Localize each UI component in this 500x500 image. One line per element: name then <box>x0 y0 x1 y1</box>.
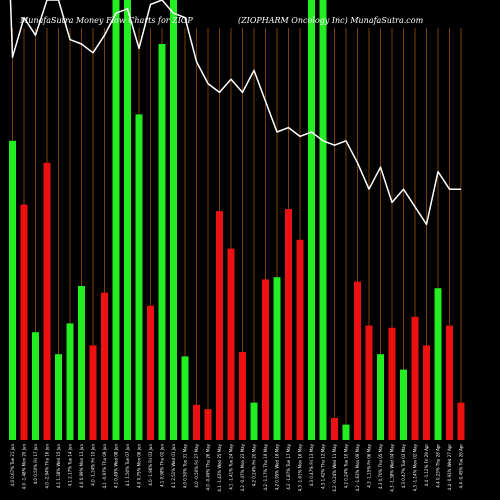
bar-up <box>181 356 189 440</box>
x-tick-label: 4.3 0.47% Tue 03 May <box>401 443 406 488</box>
x-tick-label: 4.0 0.50% Tue 31 May <box>183 443 188 488</box>
bar-up <box>78 286 85 440</box>
bar-up <box>342 424 350 440</box>
bar-up <box>273 277 281 440</box>
bar-down <box>388 327 396 440</box>
x-tick-label: 4.3 -1.15% Fri 06 May <box>367 443 372 487</box>
x-tick-label: 4.0 -1.48% Mon 20 Jun <box>22 444 27 490</box>
bar-up <box>308 0 315 440</box>
x-tick-label: 4.3 -1.61% Mon 16 May <box>298 443 303 491</box>
x-tick-label: 4.0 0.67% Tue 21 Jun <box>10 444 15 487</box>
x-tick-label: 4.2 0.24% Fri 20 May <box>252 443 257 486</box>
x-tick-label: 4.2 0.24% Tue 10 May <box>344 443 349 488</box>
x-tick-label: 4.0 -1.96% Fri 03 Jun <box>148 444 153 486</box>
x-tick-label: 4.3 -1.14% Mon 02 May <box>413 443 418 491</box>
bar-up <box>55 354 62 440</box>
x-tick-label: 4.2 -1.17% Thu 19 May <box>263 443 268 490</box>
bar-down <box>239 352 246 440</box>
bar-up <box>158 44 166 440</box>
bar-up <box>112 0 120 440</box>
bar-down <box>411 316 419 440</box>
x-tick-label: 4.0 0.50% Fri 17 Jun <box>33 444 38 485</box>
x-tick-label: 4.4 0.23% Thu 28 Apr <box>436 444 441 488</box>
x-tick-label: 4.0 -1.24% Fri 10 Jun <box>91 444 96 486</box>
x-tick-label: 4.1 -0.97% Thu 09 Jun <box>102 444 107 489</box>
bar-up <box>9 140 16 441</box>
x-tick-label: 4.1 1.50% Tue 07 Jun <box>125 444 130 487</box>
bar-up <box>377 354 384 440</box>
bar-down <box>446 325 453 440</box>
bar-down <box>457 402 465 440</box>
bar-up <box>434 288 442 440</box>
x-tick-label: 4.4 -0.45% Tue 26 Apr <box>459 444 464 489</box>
x-tick-labels: 4.0 0.67% Tue 21 Jun 4.0 -1.48% Mon 20 Ju… <box>10 443 464 491</box>
x-tick-label: 4.0 -0.49% Thu 26 May <box>206 443 211 490</box>
bars <box>9 0 465 441</box>
x-tick-label: 4.2 0.95% Wed 18 May <box>275 443 280 490</box>
bar-down <box>331 418 338 440</box>
x-tick-label: 4.1 -1.41% Tue 24 May <box>229 443 234 489</box>
x-tick-label: 4.0 0.99% Mon 13 Jun <box>79 444 84 488</box>
bar-down <box>89 345 97 440</box>
x-tick-label: 4.2 -0.47% Mon 23 May <box>240 443 245 491</box>
bar-up <box>124 0 131 440</box>
bar-down <box>365 325 373 440</box>
bar-down <box>20 204 28 440</box>
bar-down <box>354 281 361 440</box>
bar-up <box>319 0 327 440</box>
x-tick-label: 4.3 0.70% Thu 05 May <box>378 443 383 489</box>
x-tick-label: 4.2 -1.87% Tue 17 May <box>286 443 291 489</box>
bar-down <box>285 209 292 440</box>
bar-down <box>147 305 154 440</box>
bar-down <box>43 162 51 441</box>
x-tick-label: 4.1 0.98% Thu 02 Jun <box>160 444 165 487</box>
bar-down <box>204 409 212 440</box>
bar-down <box>296 239 304 440</box>
x-tick-label: 4.2 -0.24% Wed 11 May <box>332 443 337 491</box>
chart-subtitle: (ZIOPHARM Oncology Inc) MunafaSutra.com <box>238 16 424 25</box>
x-tick-label: 4.1 2.17% Tue 14 Jun <box>68 444 73 487</box>
bar-down <box>423 345 430 440</box>
bar-down <box>193 404 200 440</box>
bar-down <box>216 211 223 440</box>
x-tick-label: 4.1 2.51% Wed 01 Jun <box>171 444 176 489</box>
bar-up <box>250 402 258 440</box>
x-tick-label: 4.0 -2.94% Thu 16 Jun <box>45 444 50 489</box>
bar-up <box>400 369 407 440</box>
bar-down <box>262 279 269 440</box>
x-tick-label: 4.2 -1.63% Mon 09 May <box>355 443 360 491</box>
x-tick-label: 4.4 -1.12% Fri 29 Apr <box>424 444 429 487</box>
x-tick-label: 4.3 0.47% Fri 13 May <box>309 443 314 486</box>
bar-up <box>66 323 74 440</box>
x-tick-label: 4.1 1.38% Wed 15 Jun <box>56 444 61 489</box>
bar-down <box>101 292 108 440</box>
x-tick-label: 4.1 -1.43% Wed 25 May <box>217 443 222 491</box>
x-tick-label: 4.4 -0.91% Wed 27 Apr <box>447 444 452 491</box>
x-tick-label: 4.3 -1.38% Wed 04 May <box>390 443 395 491</box>
x-tick-label: 4.1 0.49% Wed 08 Jun <box>114 444 119 489</box>
x-tick-label: 4.0 -0.50% Fri 27 May <box>194 443 199 487</box>
bar-up <box>170 0 177 440</box>
bar-up <box>135 114 143 441</box>
x-tick-label: 4.0 0.75% Mon 06 Jun <box>137 444 142 488</box>
series-line <box>9 0 461 226</box>
bar-up <box>32 332 39 440</box>
bar-down <box>227 248 235 440</box>
x-tick-label: 4.3 1.42% Thu 12 May <box>321 443 326 489</box>
chart-title: MunafaSutra Money Flow Charts for ZIOP <box>19 16 193 25</box>
